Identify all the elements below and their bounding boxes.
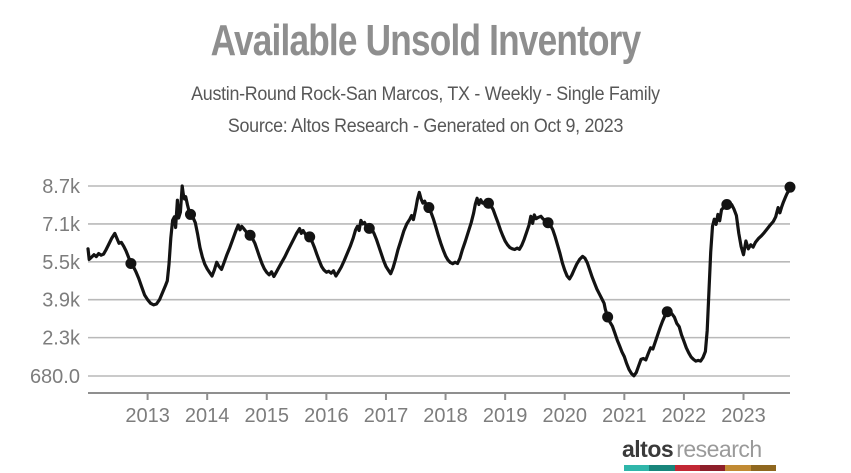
data-point-marker bbox=[363, 222, 375, 234]
x-axis-label: 2014 bbox=[185, 405, 230, 427]
data-point-marker bbox=[602, 311, 614, 323]
y-axis-label: 3.9k bbox=[42, 290, 81, 312]
x-axis-label: 2023 bbox=[721, 405, 766, 427]
x-axis-label: 2015 bbox=[245, 405, 290, 427]
data-point-marker bbox=[423, 202, 435, 214]
logo-bar-segment bbox=[624, 465, 650, 471]
logo-bar-segment bbox=[649, 465, 675, 471]
logo-bar-segment bbox=[750, 465, 776, 471]
chart-source-line: Source: Altos Research - Generated on Oc… bbox=[227, 116, 624, 137]
data-point-marker bbox=[721, 198, 733, 210]
logo-color-bar bbox=[624, 465, 776, 471]
data-point-marker bbox=[482, 197, 494, 209]
data-point-marker bbox=[542, 217, 554, 229]
x-axis-label: 2021 bbox=[602, 405, 647, 427]
chart-subtitle: Austin-Round Rock-San Marcos, TX - Weekl… bbox=[191, 84, 660, 105]
data-point-marker bbox=[244, 229, 256, 241]
x-axis-label: 2013 bbox=[125, 405, 170, 427]
logo-text-light: research bbox=[676, 436, 762, 462]
data-point-marker bbox=[304, 231, 316, 243]
data-point-marker bbox=[184, 208, 196, 220]
x-axis-label: 2016 bbox=[304, 405, 349, 427]
x-axis-label: 2022 bbox=[662, 405, 707, 427]
x-axis-label: 2018 bbox=[423, 405, 468, 427]
y-axis-label: 5.5k bbox=[42, 252, 81, 274]
data-point-marker bbox=[661, 306, 673, 318]
x-axis-label: 2019 bbox=[483, 405, 528, 427]
logo-bar-segment bbox=[725, 465, 751, 471]
series-line bbox=[86, 184, 792, 378]
logo-bar-segment bbox=[674, 465, 700, 471]
data-point-marker bbox=[125, 257, 137, 269]
logo-text-bold: altos bbox=[622, 436, 674, 462]
y-axis-label: 2.3k bbox=[42, 328, 81, 350]
x-axis-label: 2017 bbox=[364, 405, 409, 427]
altos-research-logo: altos research bbox=[622, 436, 800, 471]
page-title: Available Unsold Inventory bbox=[210, 16, 642, 65]
logo-wordmark: altos research bbox=[622, 436, 800, 463]
data-point-marker bbox=[784, 181, 796, 193]
y-axis-label: 8.7k bbox=[42, 176, 81, 198]
y-axis-label: 7.1k bbox=[42, 214, 81, 236]
y-axis-label: 680.0 bbox=[30, 366, 80, 388]
x-axis-label: 2020 bbox=[542, 405, 587, 427]
logo-bar-segment bbox=[699, 465, 726, 471]
